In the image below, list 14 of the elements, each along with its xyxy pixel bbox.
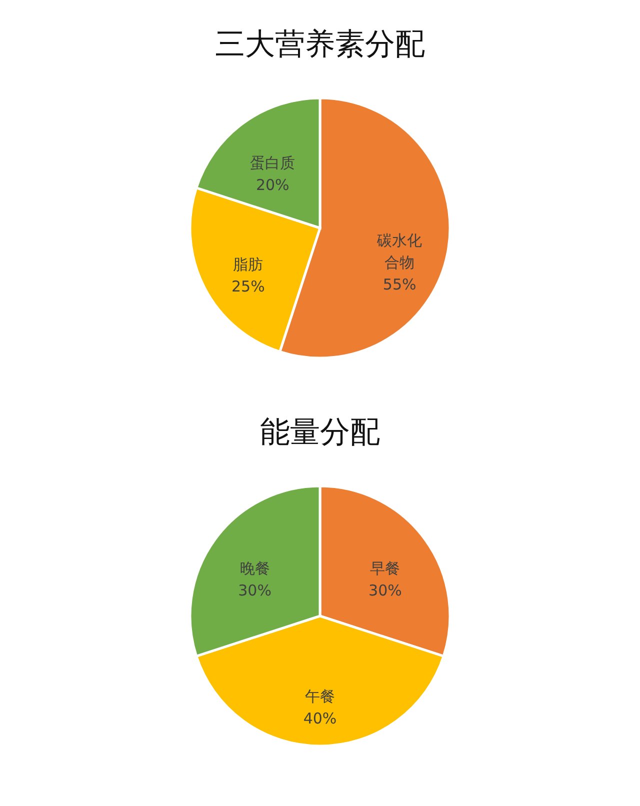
chart-title: 三大营养素分配 <box>215 27 425 62</box>
slice-label: 蛋白质 <box>250 154 296 172</box>
data-label: 20% <box>256 176 290 194</box>
slice-label: 午餐 <box>305 688 335 706</box>
slice-label: 碳水化合物 <box>376 232 422 272</box>
slice-label: 脂肪 <box>233 256 264 274</box>
slice-label: 晚餐 <box>240 560 270 578</box>
data-label: 55% <box>382 276 416 294</box>
data-label: 25% <box>232 278 265 296</box>
data-label: 30% <box>368 582 402 600</box>
data-label: 30% <box>238 582 272 600</box>
chart-title: 能量分配 <box>260 415 380 450</box>
data-label: 40% <box>303 710 337 728</box>
slice-label: 早餐 <box>370 560 400 578</box>
